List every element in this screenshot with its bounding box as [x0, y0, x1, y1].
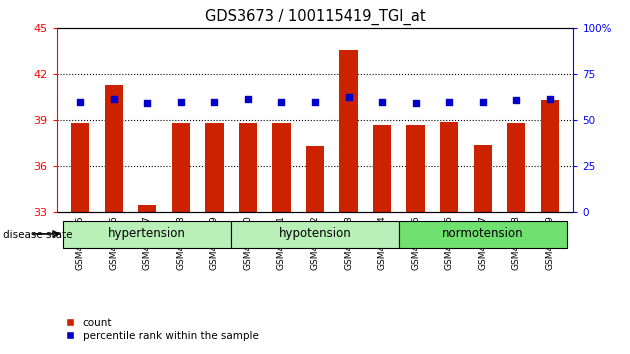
- Point: [243, 96, 253, 102]
- Bar: [205, 123, 224, 212]
- Bar: [171, 123, 190, 212]
- FancyBboxPatch shape: [231, 221, 399, 248]
- Point: [109, 96, 119, 102]
- Point: [478, 99, 488, 105]
- Point: [142, 101, 152, 106]
- FancyBboxPatch shape: [64, 221, 231, 248]
- Point: [377, 99, 387, 105]
- Bar: [373, 125, 391, 212]
- Text: hypertension: hypertension: [108, 227, 186, 240]
- Text: disease state: disease state: [3, 230, 72, 240]
- Point: [209, 99, 219, 105]
- Point: [511, 98, 521, 103]
- Bar: [239, 124, 257, 212]
- Bar: [306, 147, 324, 212]
- Point: [277, 99, 287, 105]
- Bar: [507, 124, 525, 212]
- Point: [411, 101, 421, 106]
- Point: [444, 99, 454, 105]
- Bar: [138, 205, 156, 212]
- Point: [176, 99, 186, 105]
- Bar: [340, 50, 358, 212]
- Bar: [272, 124, 290, 212]
- Bar: [440, 122, 459, 212]
- Text: normotension: normotension: [442, 227, 524, 240]
- Point: [75, 99, 85, 105]
- Point: [343, 95, 353, 100]
- Text: hypotension: hypotension: [278, 227, 352, 240]
- Legend: count, percentile rank within the sample: count, percentile rank within the sample: [62, 314, 263, 345]
- Bar: [406, 125, 425, 212]
- FancyBboxPatch shape: [399, 221, 566, 248]
- Bar: [71, 124, 89, 212]
- Bar: [474, 145, 492, 212]
- Bar: [105, 85, 123, 212]
- Bar: [541, 101, 559, 212]
- Text: GDS3673 / 100115419_TGI_at: GDS3673 / 100115419_TGI_at: [205, 9, 425, 25]
- Point: [310, 99, 320, 105]
- Point: [545, 96, 555, 102]
